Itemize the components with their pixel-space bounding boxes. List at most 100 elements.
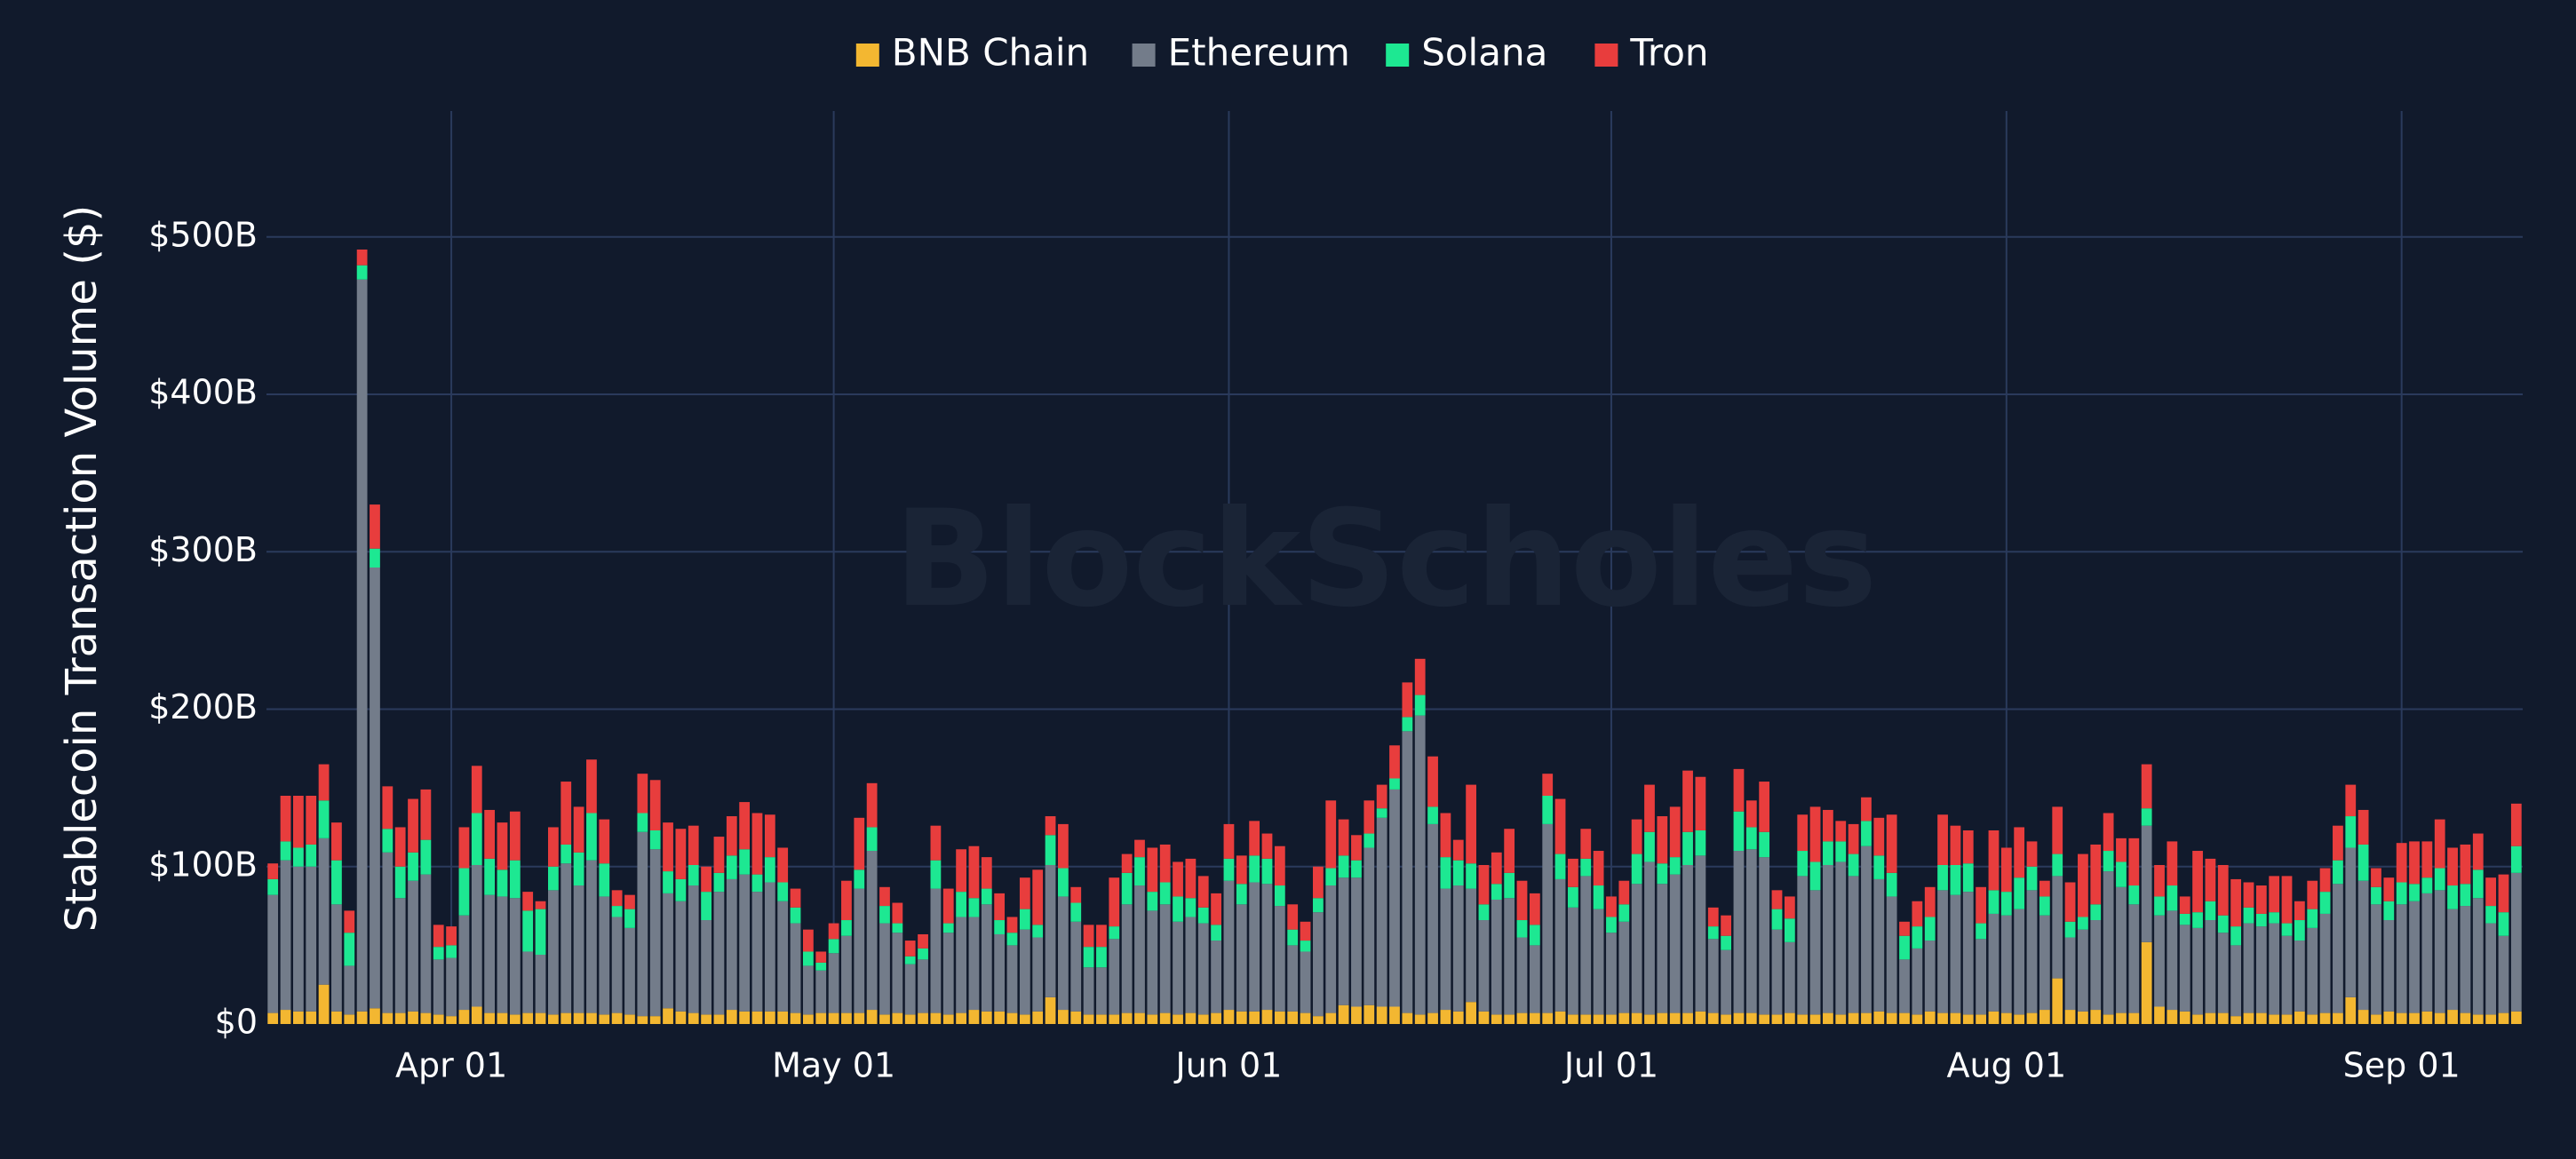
bar-segment-ethereum <box>918 959 928 1013</box>
bar-segment-bnb-chain <box>2255 1012 2267 1024</box>
bar-segment-bnb-chain <box>956 1012 966 1024</box>
x-tick-label: May 01 <box>772 1046 895 1085</box>
bar-segment-solana <box>1338 855 1349 878</box>
legend-label: BNB Chain <box>892 31 1089 75</box>
bar-segment-bnb-chain <box>1568 1014 1578 1024</box>
bar-segment-bnb-chain <box>637 1016 648 1024</box>
bar-segment-bnb-chain <box>1223 1010 1235 1024</box>
bar-segment-bnb-chain <box>1707 1012 1719 1024</box>
bar-segment-solana <box>994 920 1006 934</box>
bar-segment-tron <box>1618 880 1630 905</box>
bar-segment-tron <box>1669 806 1681 858</box>
bar-segment-tron <box>1109 877 1120 927</box>
bar-segment-ethereum <box>892 933 903 1013</box>
bar-segment-tron <box>1236 855 1247 885</box>
bar-segment-tron <box>471 766 482 814</box>
bar-segment-solana <box>1223 858 1235 881</box>
bar-segment-tron <box>2447 847 2458 886</box>
bar-segment-ethereum <box>484 894 496 1013</box>
bar-segment-tron <box>408 798 418 853</box>
bar-segment-ethereum <box>1937 890 1948 1013</box>
bar-segment-bnb-chain <box>1554 1011 1566 1024</box>
bar-segment-solana <box>2333 860 2343 885</box>
bar-segment-tron <box>599 819 610 864</box>
bar-segment-bnb-chain <box>1325 1012 1337 1024</box>
bar-segment-bnb-chain <box>1058 1010 1069 1024</box>
bar-segment-bnb-chain <box>624 1014 635 1024</box>
bar-segment-solana <box>1249 855 1260 883</box>
bar-segment-bnb-chain <box>1669 1012 1681 1024</box>
bar-segment-ethereum <box>458 915 470 1011</box>
bar-segment-tron <box>2205 858 2216 901</box>
bar-segment-tron <box>2307 880 2318 909</box>
bar-segment-tron <box>1223 823 1235 859</box>
bar-segment-solana <box>1809 861 1821 891</box>
bar-segment-tron <box>2179 896 2190 914</box>
bar-segment-solana <box>1058 868 1069 897</box>
bar-segment-bnb-chain <box>688 1012 699 1024</box>
bar-segment-tron <box>1721 915 1731 936</box>
bar-segment-solana <box>408 852 418 881</box>
bar-segment-solana <box>2319 892 2331 914</box>
bar-segment-solana <box>764 857 775 883</box>
bar-segment-solana <box>1657 863 1668 885</box>
bar-segment-ethereum <box>2103 871 2114 1015</box>
bar-segment-solana <box>713 872 725 893</box>
bar-segment-bnb-chain <box>1542 1012 1554 1024</box>
bar-segment-solana <box>1554 853 1566 879</box>
bar-segment-bnb-chain <box>1504 1014 1515 1024</box>
bar-segment-ethereum <box>1529 945 1540 1013</box>
bar-segment-ethereum <box>1389 789 1400 1007</box>
legend-label: Solana <box>1421 31 1547 75</box>
bar-segment-solana <box>2064 921 2076 938</box>
bar-segment-bnb-chain <box>2396 1012 2407 1024</box>
bar-segment-bnb-chain <box>981 1011 992 1024</box>
bar-segment-tron <box>1542 774 1554 796</box>
bar-segment-bnb-chain <box>2103 1014 2114 1024</box>
bar-segment-ethereum <box>675 901 687 1012</box>
bar-segment-ethereum <box>2498 935 2509 1013</box>
bar-segment-ethereum <box>1771 929 1783 1015</box>
bar-segment-bnb-chain <box>1771 1014 1783 1024</box>
bar-segment-solana <box>1988 890 2000 914</box>
bar-segment-bnb-chain <box>2217 1012 2229 1024</box>
legend-swatch <box>855 44 879 67</box>
bar-segment-bnb-chain <box>548 1014 559 1024</box>
bar-segment-tron <box>1899 921 1910 936</box>
bar-segment-tron <box>2485 877 2497 907</box>
bar-segment-ethereum <box>942 933 954 1015</box>
bar-segment-bnb-chain <box>1657 1012 1668 1024</box>
x-tick-label: Jul 01 <box>1562 1046 1658 1085</box>
bar-segment-ethereum <box>1568 907 1578 1015</box>
bar-segment-ethereum <box>854 888 865 1013</box>
bar-segment-bnb-chain <box>1912 1014 1923 1024</box>
bar-segment-bnb-chain <box>1745 1012 1757 1024</box>
bar-segment-tron <box>1134 839 1145 858</box>
bar-segment-solana <box>1452 860 1464 886</box>
bar-segment-tron <box>2371 868 2381 887</box>
bar-segment-bnb-chain <box>1045 996 1056 1024</box>
bar-segment-ethereum <box>1657 884 1668 1013</box>
bar-segment-ethereum <box>1631 884 1642 1013</box>
bar-segment-ethereum <box>2205 920 2216 1013</box>
bar-segment-tron <box>1784 896 1795 919</box>
bar-segment-tron <box>918 933 928 949</box>
bar-segment-ethereum <box>2116 886 2127 1013</box>
bar-segment-tron <box>1606 896 1617 917</box>
bar-segment-tron <box>1173 861 1183 897</box>
bar-segment-ethereum <box>1058 896 1069 1011</box>
bar-segment-tron <box>1873 817 1885 856</box>
bar-segment-tron <box>2103 813 2114 852</box>
bar-segment-bnb-chain <box>1759 1014 1770 1024</box>
bar-segment-bnb-chain <box>675 1011 687 1024</box>
bar-segment-bnb-chain <box>1721 1014 1731 1024</box>
bar-segment-solana <box>344 933 355 966</box>
bar-segment-tron <box>1771 890 1783 909</box>
bar-segment-tron <box>1440 813 1451 858</box>
bar-segment-tron <box>2472 833 2484 870</box>
bar-segment-tron <box>2167 841 2178 886</box>
bar-segment-solana <box>1096 947 1107 968</box>
bar-segment-tron <box>649 780 661 830</box>
bar-segment-tron <box>1835 821 1847 842</box>
